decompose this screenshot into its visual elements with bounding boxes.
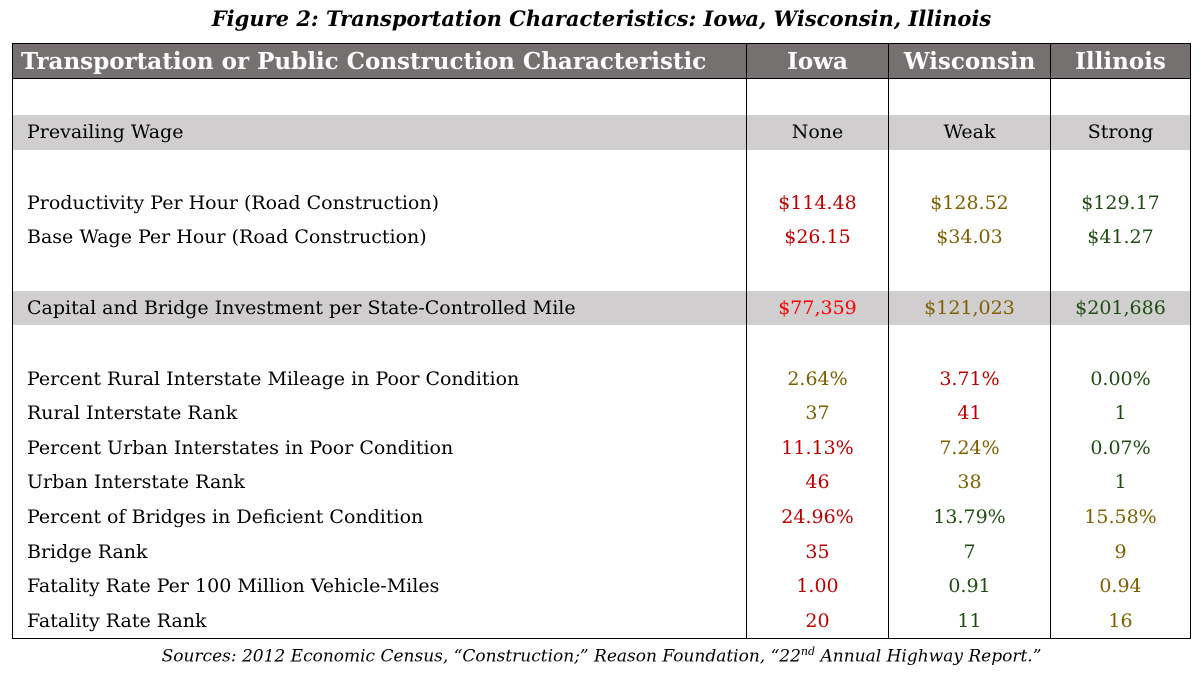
empty-cell — [746, 78, 889, 115]
value-iowa: 20 — [746, 603, 889, 640]
sources-note: Sources: 2012 Economic Census, “Construc… — [0, 645, 1203, 667]
value-iowa: None — [746, 115, 889, 150]
value-wisconsin: 38 — [888, 465, 1051, 500]
value-illinois: 0.07% — [1050, 430, 1191, 466]
empty-cell — [12, 325, 747, 362]
row-label: Fatality Rate Per 100 Million Vehicle-Mi… — [12, 568, 747, 604]
empty-cell — [12, 254, 747, 291]
table-row: Urban Interstate Rank 46 38 1 — [12, 465, 1191, 500]
value-iowa: $26.15 — [746, 220, 889, 255]
value-wisconsin: Weak — [888, 115, 1051, 150]
header-iowa: Iowa — [746, 43, 889, 79]
table-row: Fatality Rate Rank 20 11 16 — [12, 603, 1191, 640]
empty-cell — [12, 149, 747, 186]
value-iowa: $77,359 — [746, 290, 889, 326]
row-label: Percent of Bridges in Deficient Conditio… — [12, 499, 747, 535]
table-row: Percent Rural Interstate Mileage in Poor… — [12, 361, 1191, 396]
value-wisconsin: 7.24% — [888, 430, 1051, 466]
spacer-row — [12, 78, 1191, 115]
value-iowa: 11.13% — [746, 430, 889, 466]
header-illinois: Illinois — [1050, 43, 1191, 79]
value-iowa: 24.96% — [746, 499, 889, 535]
value-wisconsin: 0.91 — [888, 568, 1051, 604]
value-wisconsin: $34.03 — [888, 220, 1051, 255]
table-row: Bridge Rank 35 7 9 — [12, 534, 1191, 569]
value-illinois: 9 — [1050, 534, 1191, 569]
value-illinois: 0.94 — [1050, 568, 1191, 604]
value-illinois: Strong — [1050, 115, 1191, 150]
value-wisconsin: 11 — [888, 603, 1051, 640]
empty-cell — [1050, 325, 1191, 362]
row-label: Percent Urban Interstates in Poor Condit… — [12, 430, 747, 466]
value-wisconsin: 13.79% — [888, 499, 1051, 535]
value-iowa: $114.48 — [746, 185, 889, 221]
empty-cell — [888, 325, 1051, 362]
value-wisconsin: $128.52 — [888, 185, 1051, 221]
spacer-row — [12, 325, 1191, 362]
row-label: Productivity Per Hour (Road Construction… — [12, 185, 747, 221]
value-iowa: 2.64% — [746, 361, 889, 396]
value-illinois: 1 — [1050, 465, 1191, 500]
value-illinois: 16 — [1050, 603, 1191, 640]
value-illinois: $41.27 — [1050, 220, 1191, 255]
header-wisconsin: Wisconsin — [888, 43, 1051, 79]
row-label: Prevailing Wage — [12, 115, 747, 150]
row-label: Fatality Rate Rank — [12, 603, 747, 640]
table-row: Capital and Bridge Investment per State-… — [12, 290, 1191, 326]
row-label: Base Wage Per Hour (Road Construction) — [12, 220, 747, 255]
row-label: Bridge Rank — [12, 534, 747, 569]
empty-cell — [1050, 149, 1191, 186]
value-wisconsin: 41 — [888, 395, 1051, 431]
table-row: Prevailing Wage None Weak Strong — [12, 115, 1191, 150]
empty-cell — [888, 78, 1051, 115]
sources-text-end: Annual Highway Report.” — [815, 646, 1042, 667]
empty-cell — [746, 254, 889, 291]
row-label: Urban Interstate Rank — [12, 465, 747, 500]
empty-cell — [12, 78, 747, 115]
value-wisconsin: 7 — [888, 534, 1051, 569]
sources-superscript: nd — [800, 645, 816, 658]
row-label: Capital and Bridge Investment per State-… — [12, 290, 747, 326]
header-row: Transportation or Public Construction Ch… — [12, 43, 1191, 79]
value-wisconsin: $121,023 — [888, 290, 1051, 326]
header-characteristic: Transportation or Public Construction Ch… — [12, 43, 747, 79]
value-illinois: $129.17 — [1050, 185, 1191, 221]
row-label: Percent Rural Interstate Mileage in Poor… — [12, 361, 747, 396]
table-row: Productivity Per Hour (Road Construction… — [12, 185, 1191, 221]
value-iowa: 46 — [746, 465, 889, 500]
empty-cell — [746, 149, 889, 186]
table-row: Base Wage Per Hour (Road Construction) $2… — [12, 220, 1191, 255]
value-illinois: 1 — [1050, 395, 1191, 431]
table-row: Rural Interstate Rank 37 41 1 — [12, 395, 1191, 431]
table-row: Fatality Rate Per 100 Million Vehicle-Mi… — [12, 568, 1191, 604]
value-illinois: 0.00% — [1050, 361, 1191, 396]
empty-cell — [888, 149, 1051, 186]
value-iowa: 37 — [746, 395, 889, 431]
empty-cell — [888, 254, 1051, 291]
table-row: Percent Urban Interstates in Poor Condit… — [12, 430, 1191, 466]
spacer-row — [12, 149, 1191, 186]
spacer-row — [12, 254, 1191, 291]
empty-cell — [1050, 254, 1191, 291]
value-illinois: $201,686 — [1050, 290, 1191, 326]
empty-cell — [746, 325, 889, 362]
sources-text: Sources: 2012 Economic Census, “Construc… — [161, 646, 801, 667]
value-iowa: 1.00 — [746, 568, 889, 604]
figure-title: Figure 2: Transportation Characteristics… — [211, 6, 992, 31]
value-illinois: 15.58% — [1050, 499, 1191, 535]
value-iowa: 35 — [746, 534, 889, 569]
value-wisconsin: 3.71% — [888, 361, 1051, 396]
row-label: Rural Interstate Rank — [12, 395, 747, 431]
transportation-table: Transportation or Public Construction Ch… — [12, 43, 1191, 640]
table-row: Percent of Bridges in Deficient Conditio… — [12, 499, 1191, 535]
empty-cell — [1050, 78, 1191, 115]
